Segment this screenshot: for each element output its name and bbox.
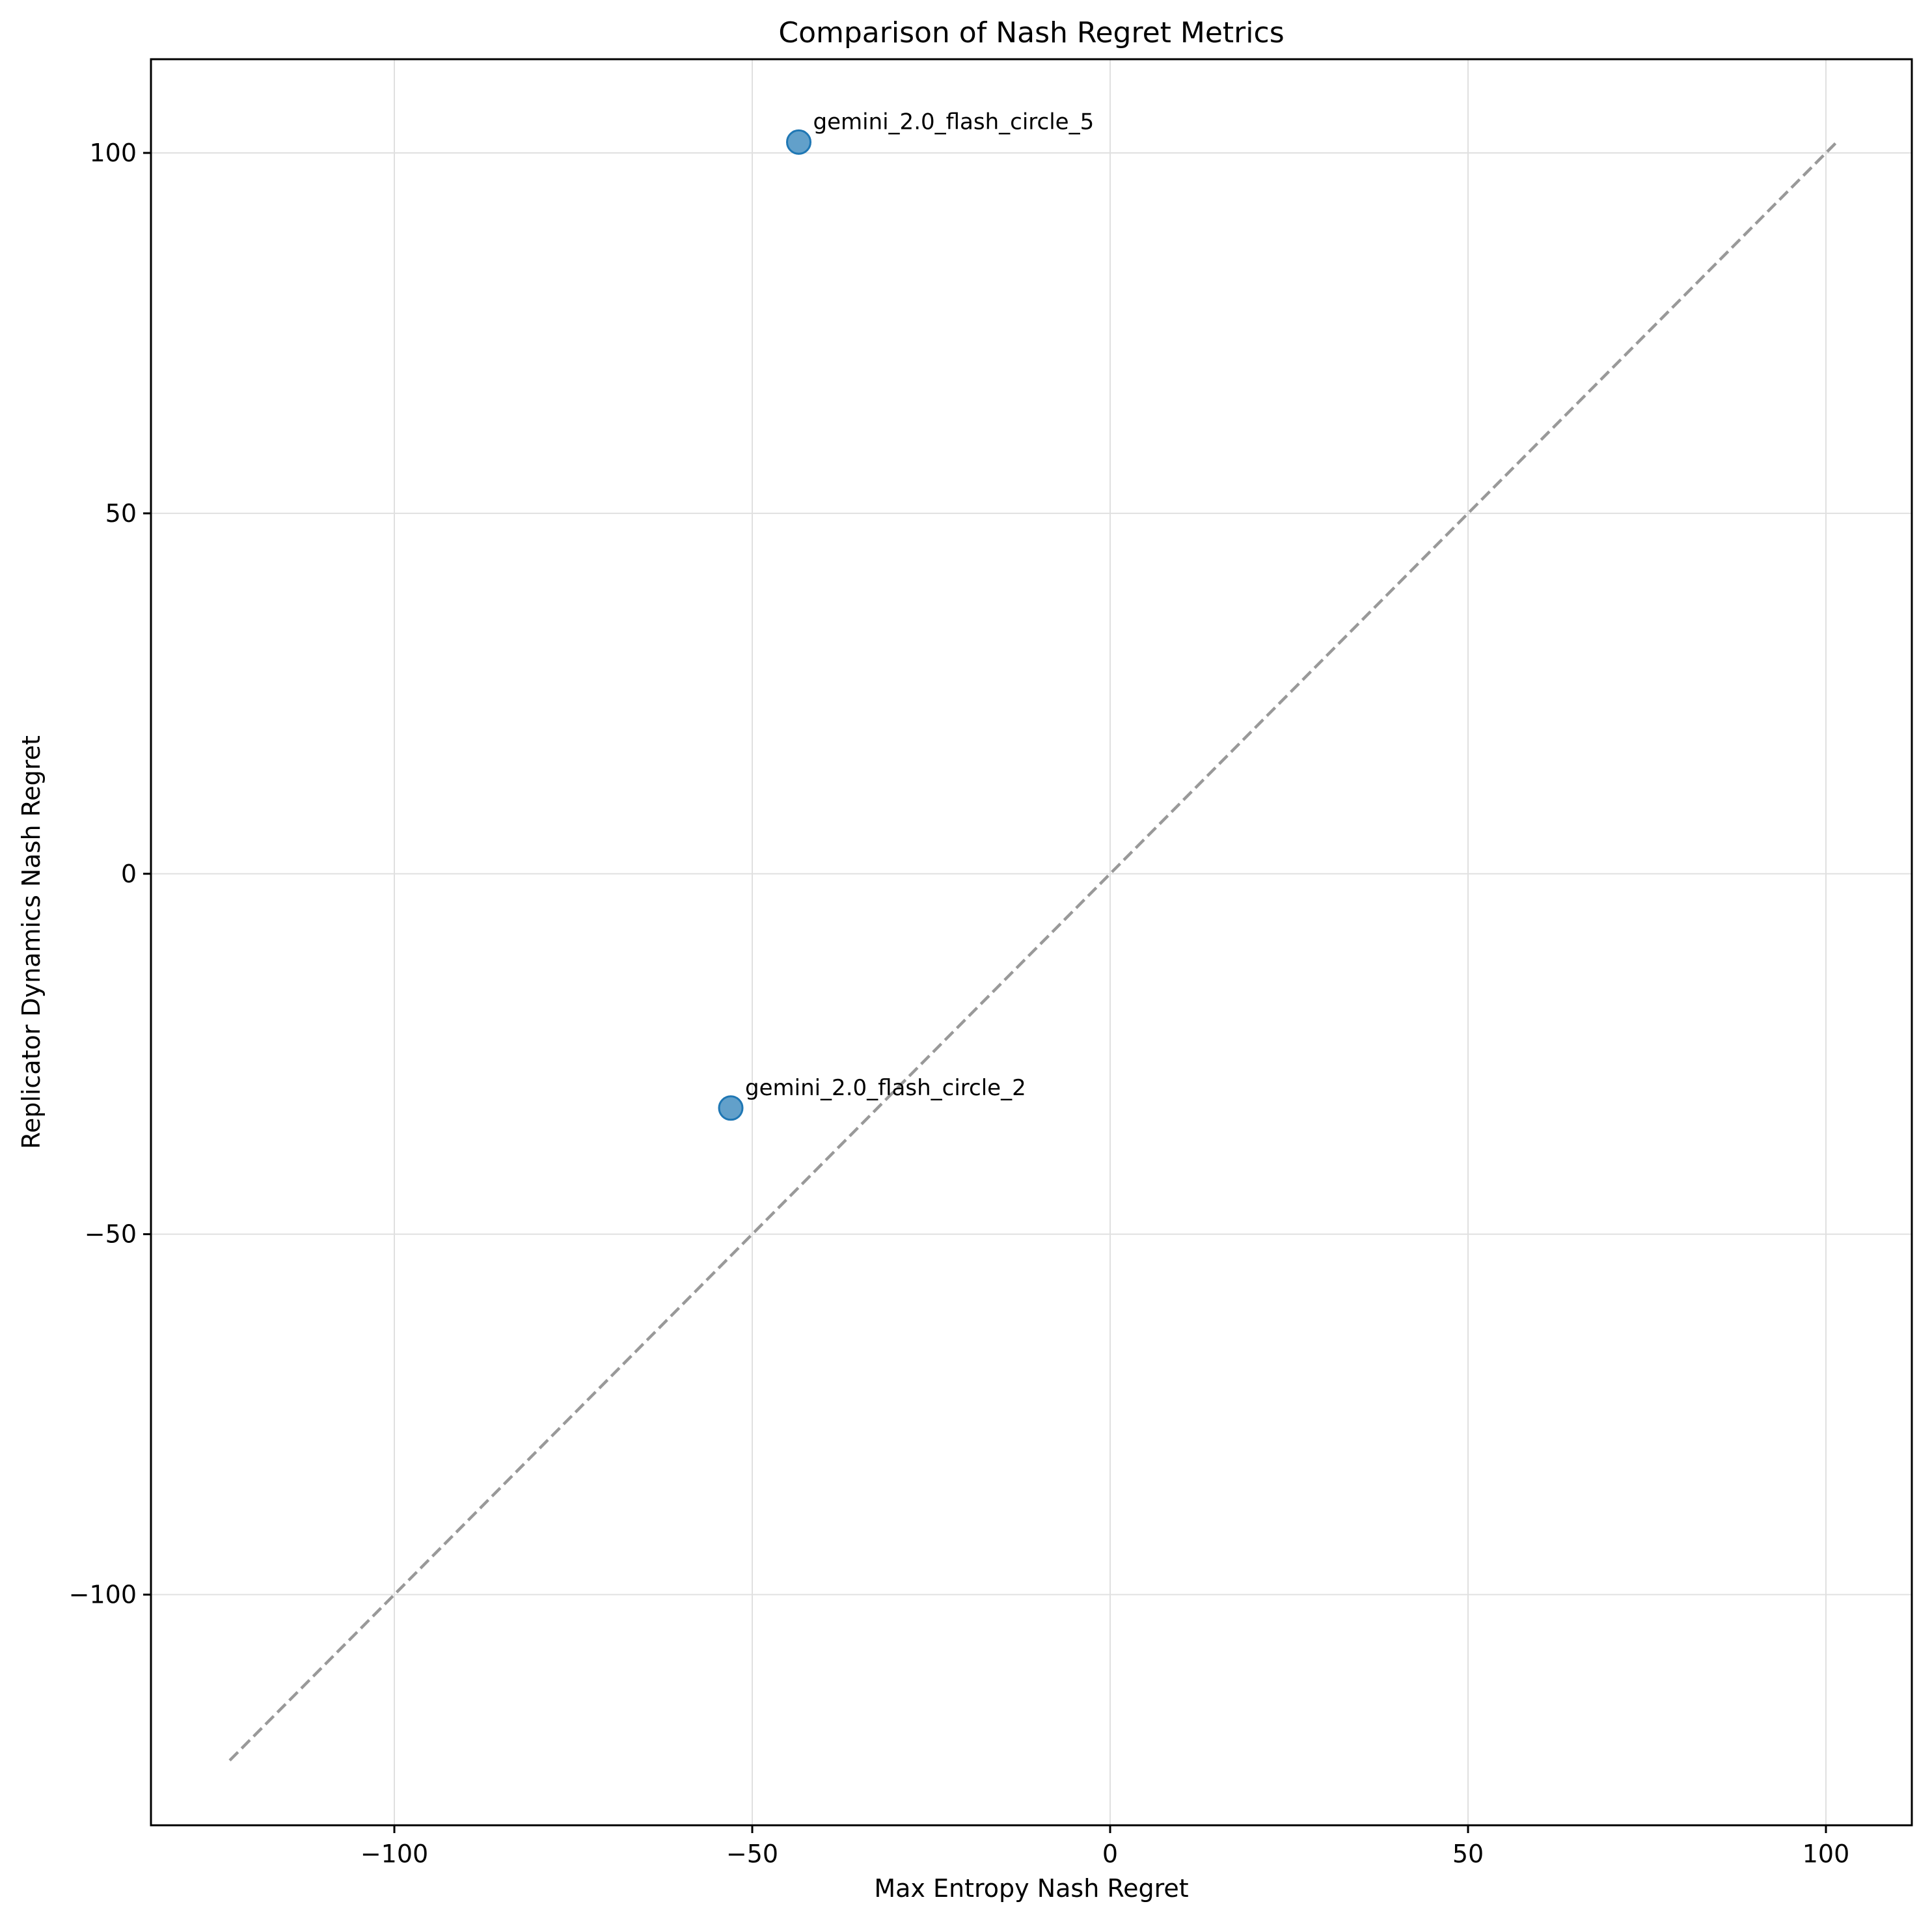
chart-title: Comparison of Nash Regret Metrics: [778, 16, 1284, 49]
point-label-0: gemini_2.0_flash_circle_5: [813, 109, 1095, 135]
x-tick-label-3: 50: [1452, 1840, 1484, 1868]
y-tick-label-4: 100: [89, 139, 137, 167]
y-tick-label-3: 50: [105, 499, 137, 528]
scatter-point-1: [718, 1095, 744, 1121]
x-tick-label-1: −50: [726, 1840, 778, 1868]
y-tick-label-0: −100: [69, 1581, 137, 1609]
point-label-1: gemini_2.0_flash_circle_2: [745, 1075, 1026, 1101]
reference-diagonal-line: [228, 141, 1838, 1762]
y-tick-label-1: −50: [85, 1220, 137, 1249]
points-group: gemini_2.0_flash_circle_5 gemini_2.0_flas…: [718, 109, 1095, 1121]
grid: [151, 59, 1912, 1825]
x-tick-label-0: −100: [361, 1840, 428, 1868]
x-tick-label-4: 100: [1803, 1840, 1850, 1868]
reference-line-group: [228, 141, 1838, 1762]
x-axis-ticks: −100 −50 0 50 100: [361, 1825, 1849, 1868]
y-axis-label: Replicator Dynamics Nash Regret: [17, 735, 46, 1149]
scatter-point-0: [786, 129, 811, 155]
x-axis-label: Max Entropy Nash Regret: [874, 1874, 1188, 1903]
plot-frame: [150, 58, 1913, 1827]
y-axis-ticks: −100 −50 0 50 100: [69, 139, 151, 1609]
y-tick-label-2: 0: [121, 860, 137, 888]
x-tick-label-2: 0: [1102, 1840, 1118, 1868]
